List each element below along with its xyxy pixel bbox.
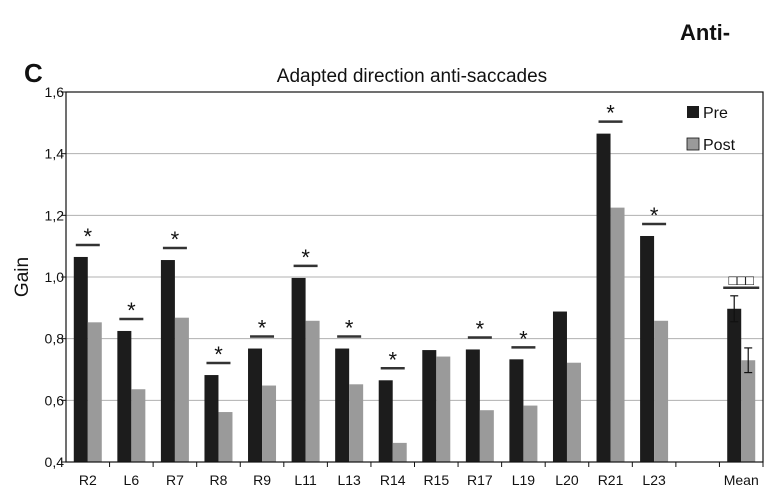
x-tick-label: R21 <box>598 472 624 488</box>
bar-pre <box>73 256 88 462</box>
significance-star: * <box>171 227 180 252</box>
bar-post <box>349 384 364 462</box>
bar-post <box>218 412 233 462</box>
chart-title: Adapted direction anti-saccades <box>277 66 547 87</box>
bar-pre <box>160 260 175 462</box>
x-tick-label: L20 <box>555 472 579 488</box>
bar-post <box>566 362 581 462</box>
bar-pre <box>509 359 524 462</box>
bar-pre <box>291 277 306 462</box>
y-axis-ticks: 0,4 0,6 0,8 1,0 1,2 1,4 1,6 <box>45 84 66 470</box>
mean-significance-marker: □□□ <box>729 272 755 288</box>
significance-star: * <box>650 203 659 228</box>
bar-pre <box>596 133 611 462</box>
bar-post <box>741 360 756 462</box>
bar-pre <box>117 330 132 462</box>
bar-post <box>523 405 538 462</box>
bar-pre <box>248 348 263 462</box>
bar-post <box>305 320 320 462</box>
bar-post <box>654 320 669 462</box>
header-fragment: Anti- <box>680 20 730 45</box>
legend-label-pre: Pre <box>703 105 728 122</box>
x-tick-label: L23 <box>642 472 666 488</box>
bar-post <box>131 389 146 462</box>
bar-post <box>174 317 189 462</box>
x-tick-label: R15 <box>423 472 449 488</box>
y-tick-label: 0,4 <box>45 454 65 470</box>
bar-pre <box>204 375 219 462</box>
x-tick-label: R7 <box>166 472 184 488</box>
bar-post <box>392 442 407 462</box>
y-tick-label: 1,4 <box>45 146 65 162</box>
significance-star: * <box>606 101 615 126</box>
x-tick-label: L11 <box>294 472 317 488</box>
bar-post <box>262 385 277 462</box>
x-tick-label: R2 <box>79 472 97 488</box>
legend-swatch-pre <box>687 106 699 118</box>
y-tick-label: 1,2 <box>45 207 65 223</box>
x-tick-label: R9 <box>253 472 271 488</box>
bars <box>73 133 756 462</box>
x-tick-label: R17 <box>467 472 493 488</box>
x-tick-label: L19 <box>512 472 536 488</box>
bar-post <box>610 207 625 462</box>
significance-star: * <box>345 316 354 341</box>
bar-pre <box>465 349 480 462</box>
y-tick-label: 1,6 <box>45 84 65 100</box>
x-tick-label: R8 <box>210 472 228 488</box>
panel-letter: C <box>24 58 43 88</box>
bar-pre <box>640 235 655 462</box>
significance-star: * <box>84 224 93 249</box>
significance-star: * <box>127 298 136 323</box>
significance-star: * <box>258 316 267 341</box>
bar-pre <box>335 348 350 462</box>
legend-swatch-post <box>686 137 700 151</box>
bar-post <box>436 356 451 462</box>
significance-star: * <box>301 245 310 270</box>
x-axis-ticks: R2 L6 R7 R8 R9 L11 L13 R14 R15 R17 L19 L20 R21 L23 Mea… <box>79 462 764 488</box>
bar-pre <box>422 350 437 462</box>
bar-pre <box>378 380 393 462</box>
y-tick-label: 1,0 <box>45 269 65 285</box>
bar-post <box>87 322 102 462</box>
y-axis-label: Gain <box>12 257 33 297</box>
bar-pre <box>727 308 742 462</box>
y-tick-label: 0,6 <box>45 392 65 408</box>
significance-star: * <box>214 342 223 367</box>
significance-star: * <box>476 316 485 341</box>
x-tick-label: L6 <box>124 472 140 488</box>
x-tick-label: R14 <box>380 472 406 488</box>
x-tick-label: Mean <box>724 472 759 488</box>
bar-post <box>479 410 494 462</box>
y-tick-label: 0,8 <box>45 331 65 347</box>
significance-star: * <box>388 347 397 372</box>
legend: Pre Post <box>686 105 736 154</box>
x-tick-label: L13 <box>337 472 361 488</box>
significance-star: * <box>519 326 528 351</box>
legend-label-post: Post <box>703 137 736 154</box>
bar-pre <box>552 311 567 462</box>
plot-frame <box>65 91 764 463</box>
significance-annotations: * * * * * * * * * * * * □□□ <box>75 101 760 372</box>
